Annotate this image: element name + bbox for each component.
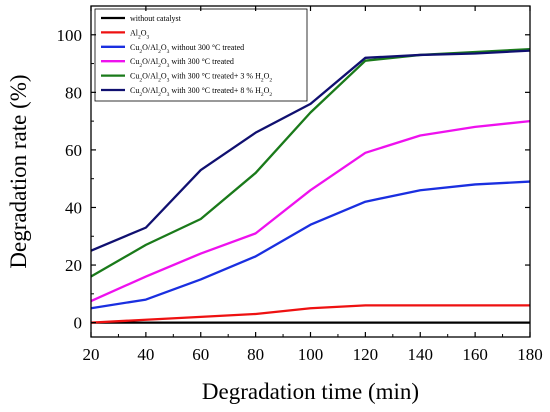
x-axis: 20 40 60 80 100 120 140 160 180 (83, 6, 543, 364)
series-line-6 (90, 49, 531, 252)
x-axis-title: Degradation time (min) (202, 379, 419, 404)
x-tick-label: 20 (83, 345, 100, 364)
y-axis-title: Degradation rate (%) (6, 74, 31, 268)
x-tick-label: 100 (298, 345, 324, 364)
plot-area (90, 48, 531, 324)
y-tick-label: 0 (74, 314, 83, 333)
legend-label-4: Cu2O/Al2O3 with 300 °C treated (130, 57, 234, 69)
legend-label-6: Cu2O/Al2O3 with 300 °C treated+ 8 % H2O2 (130, 86, 272, 98)
y-tick-label: 100 (57, 26, 83, 45)
y-axis: 0 20 40 60 80 100 (57, 26, 530, 333)
legend-label-2: Al2O3 (130, 28, 150, 40)
legend-label-3: Cu2O/Al2O3 without 300 °C treated (130, 43, 244, 55)
legend: without catalyst Al2O3 Cu2O/Al2O3 without … (94, 8, 308, 102)
x-tick-label: 140 (408, 345, 434, 364)
series-line-4 (90, 119, 531, 303)
x-tick-label: 80 (247, 345, 264, 364)
legend-box (94, 8, 308, 102)
legend-label-1: without catalyst (130, 14, 182, 23)
series-line-2 (90, 304, 530, 324)
legend-label-5: Cu2O/Al2O3 with 300 °C treated+ 3 % H2O2 (130, 72, 272, 84)
x-tick-label: 40 (137, 345, 154, 364)
x-tick-label: 120 (353, 345, 379, 364)
x-tick-label: 180 (517, 345, 543, 364)
y-tick-label: 60 (65, 141, 82, 160)
y-tick-label: 40 (65, 198, 82, 217)
y-tick-label: 20 (65, 256, 82, 275)
series-line-3 (90, 180, 531, 310)
x-tick-label: 60 (192, 345, 209, 364)
x-tick-label: 160 (462, 345, 488, 364)
y-tick-label: 80 (65, 83, 82, 102)
